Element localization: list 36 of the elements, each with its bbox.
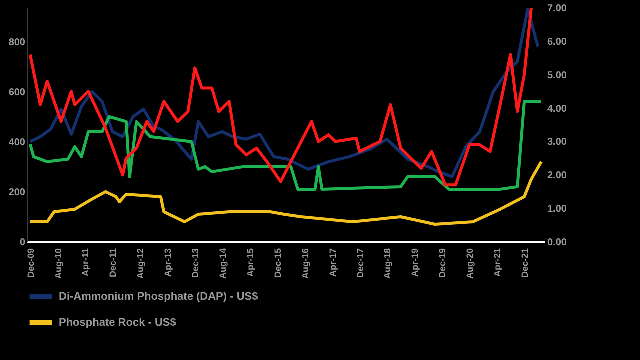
y-tick-label: 600 [8, 87, 26, 98]
x-tick-label: Apr-13 [163, 248, 174, 278]
y2-tick-label: 5.00 [548, 70, 568, 82]
x-tick-label: Aug-14 [218, 248, 228, 280]
x-tick-label: Apr-21 [492, 248, 502, 278]
y2-tick-label: 2.00 [548, 170, 568, 182]
x-tick-label: Dec-09 [26, 248, 36, 278]
x-tick-label: Aug-16 [300, 248, 310, 280]
x-tick-label: Dec-17 [355, 248, 366, 278]
y2-tick-label: 6.00 [548, 36, 568, 48]
x-tick-label: Apr-17 [328, 248, 338, 278]
x-tick-label: Apr-11 [80, 248, 91, 277]
x-tick-label: Dec-13 [190, 248, 201, 278]
x-tick-label: Aug-12 [136, 248, 146, 280]
x-tick-label: Dec-21 [520, 248, 530, 278]
y2-tick-label: 3.00 [548, 137, 568, 148]
y2-tick-label: 1.00 [548, 204, 568, 216]
legend-label: Phosphate Rock - US$ [59, 317, 176, 329]
y-tick-label: 400 [8, 137, 26, 148]
x-tick-label: Apr-19 [410, 248, 420, 278]
y2-tick-label: 7.00 [548, 4, 568, 14]
y-tick-label: 800 [8, 37, 26, 48]
line-series [28, 160, 544, 226]
x-tick-label: Dec-19 [438, 248, 448, 278]
x-tick-label: Dec-15 [272, 248, 283, 278]
x-tick-label: Dec-11 [108, 248, 118, 278]
x-tick-label: Aug-20 [465, 248, 476, 280]
y2-tick-label: 4.00 [548, 104, 568, 115]
x-tick-label: Aug-18 [382, 248, 393, 280]
legend-label: Di-Ammonium Phosphate (DAP) - US$ [59, 291, 258, 303]
y2-tick-label: 0.00 [548, 238, 568, 248]
y-tick-label: 200 [8, 187, 26, 198]
line-series [28, 100, 544, 191]
y-tick-label: 0 [20, 238, 26, 248]
x-tick-label: Aug-10 [53, 248, 64, 280]
x-tick-label: Apr-15 [245, 248, 256, 278]
